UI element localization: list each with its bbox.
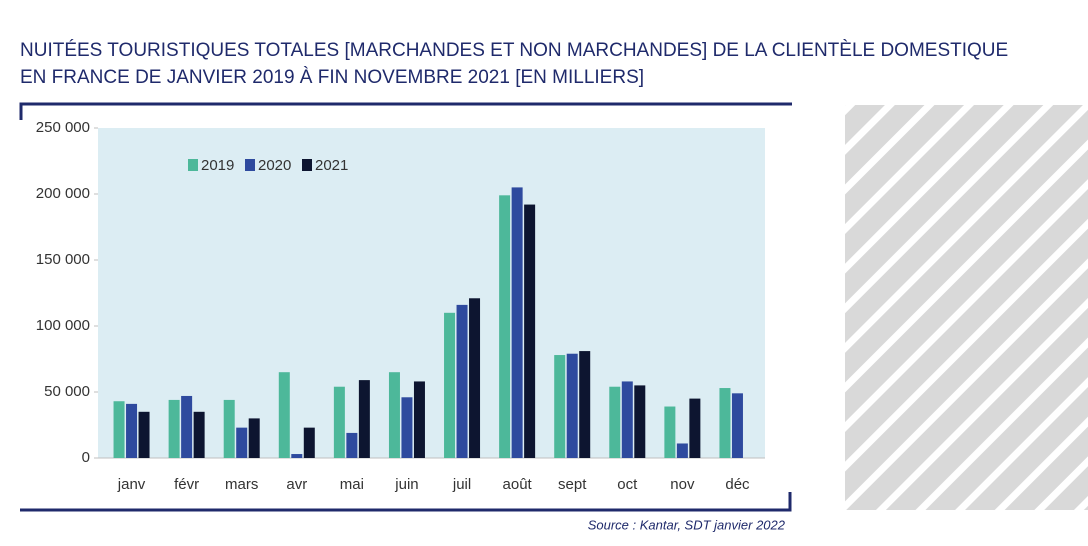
x-tick-label: déc: [725, 476, 750, 493]
bar: [401, 397, 413, 458]
bar: [621, 381, 633, 458]
bar: [554, 355, 566, 458]
x-tick-label: mai: [340, 476, 364, 493]
plot-area: [98, 128, 765, 458]
bar: [566, 353, 578, 458]
x-tick-label: janv: [117, 476, 146, 493]
x-tick-label: juil: [452, 476, 471, 493]
y-tick-label: 250 000: [36, 119, 90, 136]
bar: [719, 388, 731, 458]
bar: [511, 187, 523, 458]
bar: [388, 372, 400, 458]
legend-label: 2019: [201, 157, 234, 174]
bar: [303, 427, 315, 458]
bar: [456, 304, 468, 458]
decor-hatch: [845, 105, 1088, 510]
chart-title: EN FRANCE DE JANVIER 2019 À FIN NOVEMBRE…: [20, 67, 644, 88]
frame-top: [19, 102, 792, 120]
bar: [113, 401, 125, 458]
source: Source : Kantar, SDT janvier 2022: [588, 517, 786, 532]
bar: [609, 386, 621, 458]
chart-title: NUITÉES TOURISTIQUES TOTALES [MARCHANDES…: [20, 40, 1008, 61]
bar: [358, 380, 370, 458]
bar: [278, 372, 290, 458]
x-tick-label: nov: [670, 476, 695, 493]
y-tick-label: 100 000: [36, 317, 90, 334]
y-tick-label: 200 000: [36, 185, 90, 202]
y-tick-label: 150 000: [36, 251, 90, 268]
y-tick-label: 0: [82, 449, 90, 466]
bar: [664, 406, 676, 458]
bar: [193, 411, 205, 458]
bar: [168, 399, 180, 458]
bar: [413, 381, 425, 458]
x-tick-label: mars: [225, 476, 258, 493]
bar: [181, 395, 193, 458]
x-tick-label: févr: [174, 476, 199, 493]
bar: [731, 393, 743, 458]
x-tick-label: avr: [286, 476, 307, 493]
bar: [346, 432, 358, 458]
frame-bottom: [20, 492, 792, 512]
bar: [248, 418, 260, 458]
bar: [138, 411, 150, 458]
bar: [444, 312, 456, 458]
bar: [291, 454, 303, 458]
x-tick-label: août: [503, 476, 533, 493]
bar: [333, 386, 345, 458]
bar: [579, 351, 591, 458]
bar: [634, 385, 646, 458]
bar: [499, 195, 511, 458]
bar: [223, 399, 235, 458]
bar: [236, 427, 248, 458]
bar: [524, 204, 536, 458]
bar: [469, 298, 481, 458]
legend-label: 2020: [258, 157, 291, 174]
legend-swatch: [245, 159, 255, 171]
x-tick-label: oct: [617, 476, 638, 493]
legend-swatch: [188, 159, 198, 171]
x-tick-label: sept: [558, 476, 587, 493]
bar: [689, 398, 701, 458]
y-tick-label: 50 000: [44, 383, 90, 400]
legend-swatch: [302, 159, 312, 171]
x-tick-label: juin: [394, 476, 418, 493]
bar: [676, 443, 688, 458]
bar: [126, 403, 138, 458]
legend-label: 2021: [315, 157, 348, 174]
